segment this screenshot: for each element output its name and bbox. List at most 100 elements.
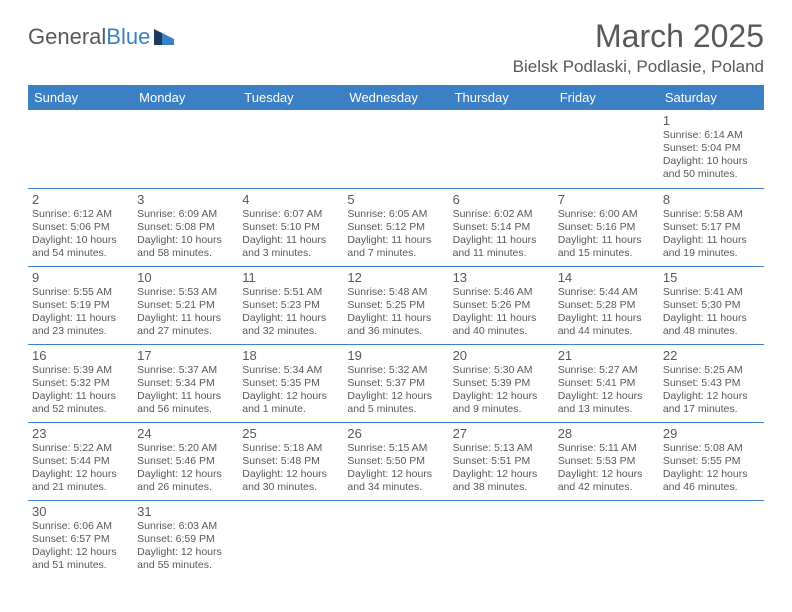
day-number: 22	[663, 348, 760, 363]
calendar-day-cell: 1Sunrise: 6:14 AMSunset: 5:04 PMDaylight…	[659, 110, 764, 188]
day-info-line: and 15 minutes.	[558, 247, 655, 260]
calendar-day-cell: 4Sunrise: 6:07 AMSunset: 5:10 PMDaylight…	[238, 188, 343, 266]
day-of-week-header: Friday	[554, 85, 659, 110]
day-of-week-header: Monday	[133, 85, 238, 110]
day-info-line: Daylight: 11 hours	[453, 312, 550, 325]
day-info-line: and 9 minutes.	[453, 403, 550, 416]
day-number: 12	[347, 270, 444, 285]
day-number: 31	[137, 504, 234, 519]
calendar-day-cell: 19Sunrise: 5:32 AMSunset: 5:37 PMDayligh…	[343, 344, 448, 422]
day-number: 24	[137, 426, 234, 441]
day-info-line: Sunset: 5:16 PM	[558, 221, 655, 234]
calendar-day-cell: 31Sunrise: 6:03 AMSunset: 6:59 PMDayligh…	[133, 500, 238, 578]
day-info-line: Daylight: 10 hours	[663, 155, 760, 168]
day-info-line: Sunset: 5:28 PM	[558, 299, 655, 312]
day-info-line: and 30 minutes.	[242, 481, 339, 494]
day-of-week-header: Thursday	[449, 85, 554, 110]
day-number: 20	[453, 348, 550, 363]
day-info-line: Sunrise: 5:44 AM	[558, 286, 655, 299]
calendar-day-cell: 2Sunrise: 6:12 AMSunset: 5:06 PMDaylight…	[28, 188, 133, 266]
day-info-line: Sunset: 5:48 PM	[242, 455, 339, 468]
day-info-line: Daylight: 12 hours	[558, 468, 655, 481]
day-info-line: Sunset: 5:19 PM	[32, 299, 129, 312]
day-info-line: and 36 minutes.	[347, 325, 444, 338]
day-info-line: Sunset: 5:12 PM	[347, 221, 444, 234]
header: GeneralBlue March 2025 Bielsk Podlaski, …	[28, 18, 764, 77]
calendar-day-cell: 14Sunrise: 5:44 AMSunset: 5:28 PMDayligh…	[554, 266, 659, 344]
day-number: 17	[137, 348, 234, 363]
day-info-line: Sunset: 5:21 PM	[137, 299, 234, 312]
day-info-line: Sunrise: 5:27 AM	[558, 364, 655, 377]
calendar-day-cell: 10Sunrise: 5:53 AMSunset: 5:21 PMDayligh…	[133, 266, 238, 344]
calendar-day-cell: 16Sunrise: 5:39 AMSunset: 5:32 PMDayligh…	[28, 344, 133, 422]
day-info-line: Daylight: 11 hours	[137, 312, 234, 325]
day-info-line: and 23 minutes.	[32, 325, 129, 338]
day-info-line: Daylight: 12 hours	[558, 390, 655, 403]
day-number: 23	[32, 426, 129, 441]
day-info-line: Daylight: 12 hours	[347, 468, 444, 481]
day-info-line: Daylight: 11 hours	[663, 234, 760, 247]
day-number: 5	[347, 192, 444, 207]
day-info-line: Sunset: 5:14 PM	[453, 221, 550, 234]
calendar-empty-cell	[554, 500, 659, 578]
day-info-line: Daylight: 12 hours	[32, 546, 129, 559]
calendar-week-row: 16Sunrise: 5:39 AMSunset: 5:32 PMDayligh…	[28, 344, 764, 422]
calendar-day-cell: 30Sunrise: 6:06 AMSunset: 6:57 PMDayligh…	[28, 500, 133, 578]
day-info-line: and 40 minutes.	[453, 325, 550, 338]
day-info-line: Sunrise: 5:46 AM	[453, 286, 550, 299]
day-info-line: and 42 minutes.	[558, 481, 655, 494]
calendar-week-row: 9Sunrise: 5:55 AMSunset: 5:19 PMDaylight…	[28, 266, 764, 344]
day-info-line: and 55 minutes.	[137, 559, 234, 572]
day-info-line: Daylight: 12 hours	[242, 468, 339, 481]
calendar-head: SundayMondayTuesdayWednesdayThursdayFrid…	[28, 85, 764, 110]
day-info-line: Sunset: 6:57 PM	[32, 533, 129, 546]
day-number: 9	[32, 270, 129, 285]
day-info-line: Daylight: 11 hours	[32, 312, 129, 325]
calendar-day-cell: 22Sunrise: 5:25 AMSunset: 5:43 PMDayligh…	[659, 344, 764, 422]
calendar-empty-cell	[133, 110, 238, 188]
day-info-line: Daylight: 11 hours	[558, 312, 655, 325]
page-title: March 2025	[513, 18, 764, 55]
calendar-empty-cell	[449, 110, 554, 188]
day-of-week-header: Tuesday	[238, 85, 343, 110]
day-info-line: Sunset: 5:04 PM	[663, 142, 760, 155]
day-info-line: Daylight: 12 hours	[137, 468, 234, 481]
day-info-line: and 44 minutes.	[558, 325, 655, 338]
day-number: 4	[242, 192, 339, 207]
day-number: 1	[663, 113, 760, 128]
calendar-week-row: 1Sunrise: 6:14 AMSunset: 5:04 PMDaylight…	[28, 110, 764, 188]
day-info-line: and 32 minutes.	[242, 325, 339, 338]
day-info-line: Daylight: 12 hours	[137, 546, 234, 559]
calendar-empty-cell	[238, 500, 343, 578]
day-of-week-header: Saturday	[659, 85, 764, 110]
calendar-day-cell: 11Sunrise: 5:51 AMSunset: 5:23 PMDayligh…	[238, 266, 343, 344]
page-subtitle: Bielsk Podlaski, Podlasie, Poland	[513, 57, 764, 77]
calendar-empty-cell	[238, 110, 343, 188]
calendar-day-cell: 29Sunrise: 5:08 AMSunset: 5:55 PMDayligh…	[659, 422, 764, 500]
day-info-line: Sunset: 5:17 PM	[663, 221, 760, 234]
day-info-line: Sunset: 5:55 PM	[663, 455, 760, 468]
day-info-line: Sunset: 5:53 PM	[558, 455, 655, 468]
day-info-line: Sunset: 5:30 PM	[663, 299, 760, 312]
logo: GeneralBlue	[28, 18, 178, 50]
calendar-empty-cell	[554, 110, 659, 188]
day-info-line: and 21 minutes.	[32, 481, 129, 494]
calendar-day-cell: 27Sunrise: 5:13 AMSunset: 5:51 PMDayligh…	[449, 422, 554, 500]
calendar-day-cell: 20Sunrise: 5:30 AMSunset: 5:39 PMDayligh…	[449, 344, 554, 422]
day-number: 18	[242, 348, 339, 363]
day-info-line: Sunset: 5:23 PM	[242, 299, 339, 312]
day-number: 14	[558, 270, 655, 285]
day-info-line: Sunset: 5:46 PM	[137, 455, 234, 468]
day-info-line: Daylight: 10 hours	[32, 234, 129, 247]
day-info-line: Sunset: 5:08 PM	[137, 221, 234, 234]
day-number: 30	[32, 504, 129, 519]
day-info-line: Daylight: 11 hours	[663, 312, 760, 325]
calendar-day-cell: 21Sunrise: 5:27 AMSunset: 5:41 PMDayligh…	[554, 344, 659, 422]
calendar-day-cell: 26Sunrise: 5:15 AMSunset: 5:50 PMDayligh…	[343, 422, 448, 500]
day-info-line: and 56 minutes.	[137, 403, 234, 416]
day-info-line: Daylight: 11 hours	[347, 234, 444, 247]
calendar-day-cell: 18Sunrise: 5:34 AMSunset: 5:35 PMDayligh…	[238, 344, 343, 422]
calendar-day-cell: 23Sunrise: 5:22 AMSunset: 5:44 PMDayligh…	[28, 422, 133, 500]
calendar-day-cell: 9Sunrise: 5:55 AMSunset: 5:19 PMDaylight…	[28, 266, 133, 344]
day-info-line: Sunrise: 5:08 AM	[663, 442, 760, 455]
